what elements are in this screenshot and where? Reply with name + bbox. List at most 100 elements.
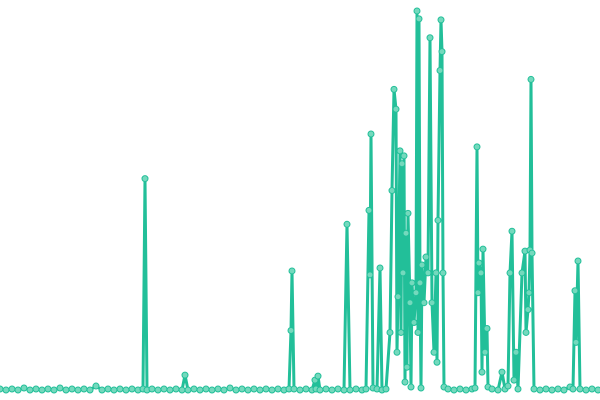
point [572, 338, 580, 346]
point [238, 385, 246, 393]
point [528, 249, 536, 257]
point [420, 299, 428, 307]
point [2, 386, 10, 394]
point [390, 85, 398, 93]
point [314, 372, 322, 380]
point [202, 385, 210, 393]
point [141, 175, 149, 183]
point [444, 385, 452, 393]
point [522, 328, 530, 336]
point [44, 385, 52, 393]
point [504, 382, 512, 390]
point [50, 386, 58, 394]
point [560, 386, 568, 394]
point [104, 385, 112, 393]
point [571, 287, 579, 295]
point [402, 229, 410, 237]
point [524, 306, 532, 314]
line [0, 9, 599, 392]
point [450, 386, 458, 394]
point [399, 269, 407, 277]
point [268, 386, 276, 394]
point [365, 206, 373, 214]
point [576, 385, 584, 393]
point [386, 328, 394, 336]
point [410, 319, 418, 327]
point [92, 382, 100, 390]
point [588, 385, 596, 393]
point [398, 160, 406, 168]
point [244, 386, 252, 394]
point [184, 386, 192, 394]
point [456, 385, 464, 393]
point [296, 386, 304, 394]
point [232, 386, 240, 394]
point [536, 386, 544, 394]
point [0, 385, 4, 393]
point [392, 105, 400, 113]
point [220, 386, 228, 394]
point [376, 264, 384, 272]
point [433, 358, 441, 366]
point [439, 269, 447, 277]
point [290, 385, 298, 393]
point [343, 220, 351, 228]
point [26, 386, 34, 394]
point [428, 299, 436, 307]
point [494, 386, 502, 394]
point [401, 378, 409, 386]
point [437, 16, 445, 24]
point [471, 384, 479, 392]
point [166, 386, 174, 394]
point [172, 385, 180, 393]
point [98, 386, 106, 394]
point [430, 348, 438, 356]
point [404, 209, 412, 217]
point [413, 7, 421, 15]
point [422, 253, 430, 261]
point [250, 385, 258, 393]
point [554, 385, 562, 393]
point [334, 385, 342, 393]
point [56, 384, 64, 392]
point [214, 385, 222, 393]
point [462, 386, 470, 394]
point [530, 385, 538, 393]
point [226, 384, 234, 392]
point [362, 385, 370, 393]
point [128, 385, 136, 393]
point [473, 143, 481, 151]
point [582, 386, 590, 394]
point [479, 245, 487, 253]
point [32, 385, 40, 393]
point [434, 216, 442, 224]
point [393, 348, 401, 356]
point [488, 385, 496, 393]
point [436, 66, 444, 74]
point [481, 348, 489, 356]
point [408, 279, 416, 287]
point [302, 385, 310, 393]
point [569, 385, 577, 393]
point [256, 386, 264, 394]
point [424, 269, 432, 277]
point [418, 261, 426, 269]
point [340, 386, 348, 394]
point [328, 386, 336, 394]
point [181, 371, 189, 379]
point [388, 187, 396, 195]
point [178, 386, 186, 394]
point [415, 15, 423, 23]
point [478, 368, 486, 376]
point [498, 368, 506, 376]
point [394, 293, 402, 301]
point [382, 385, 390, 393]
point [86, 386, 94, 394]
point [527, 75, 535, 83]
point [68, 385, 76, 393]
point [407, 383, 415, 391]
point [432, 269, 440, 277]
point [367, 130, 375, 138]
